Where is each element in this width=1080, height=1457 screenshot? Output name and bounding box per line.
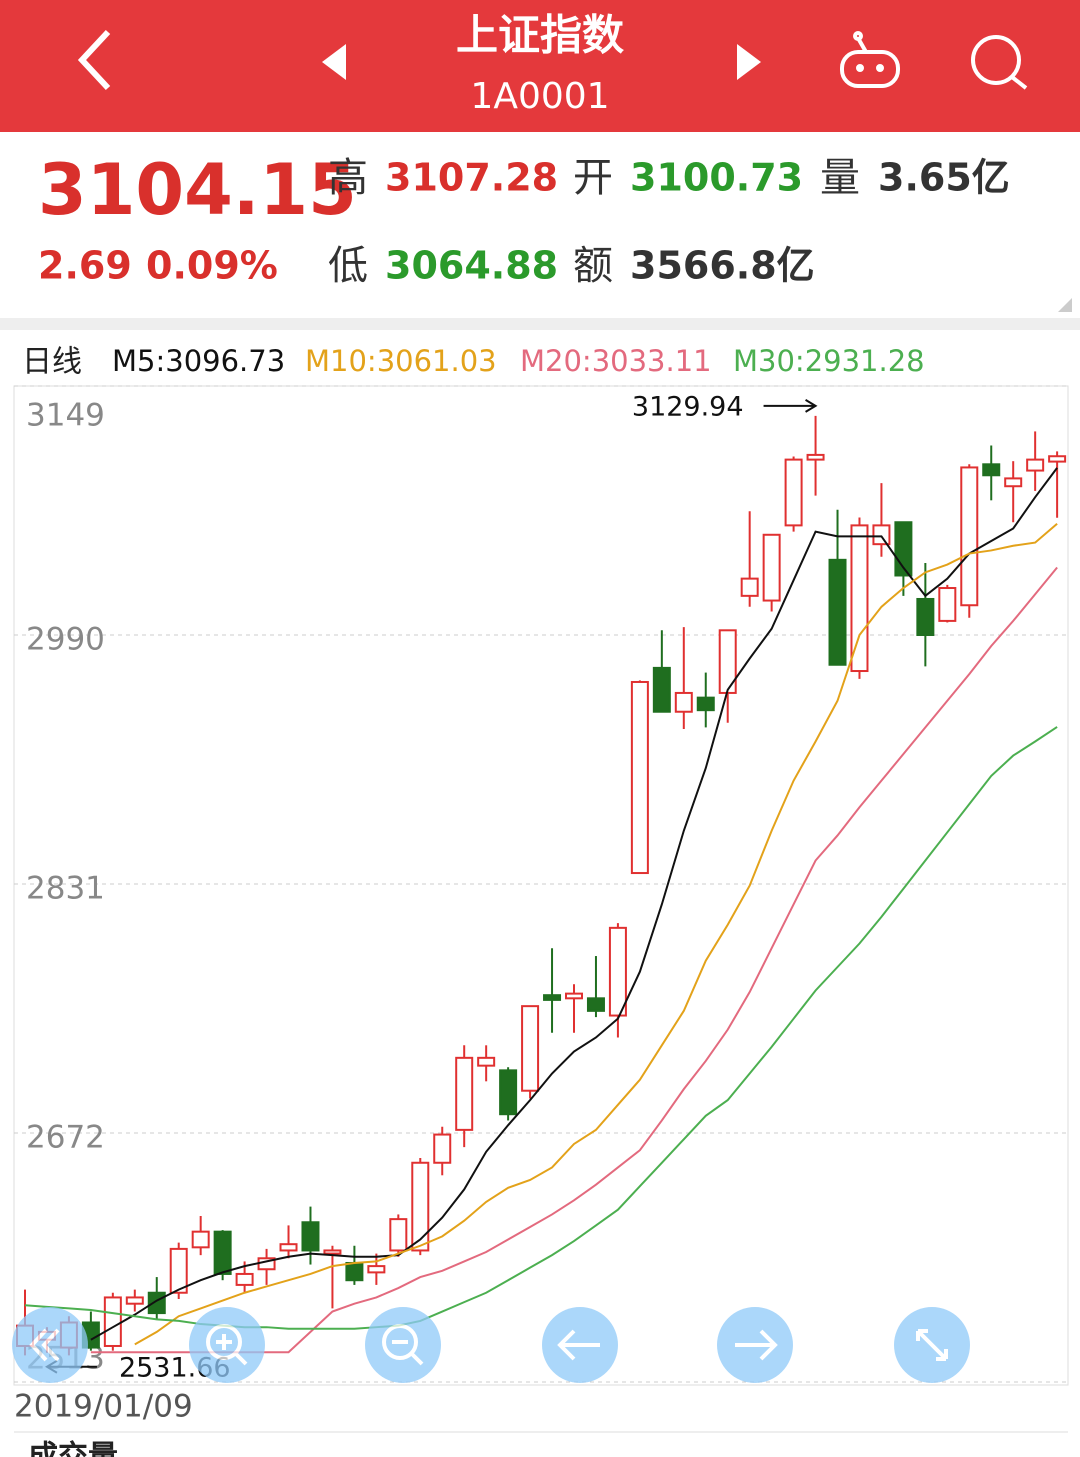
candle-body bbox=[960, 466, 979, 607]
annotation-arrow bbox=[763, 398, 818, 413]
candle-body bbox=[740, 577, 759, 597]
y-tick-label: 3149 bbox=[26, 398, 105, 434]
y-tick-label: 2672 bbox=[26, 1120, 105, 1156]
value: 3107.28 bbox=[385, 156, 558, 200]
pan-right-button[interactable] bbox=[717, 1307, 793, 1383]
candle-body bbox=[674, 691, 693, 713]
code: 1A0001 bbox=[470, 76, 609, 117]
candle-body bbox=[345, 1261, 364, 1282]
candle-body bbox=[762, 533, 781, 602]
candle-body bbox=[433, 1133, 452, 1164]
label: 高 bbox=[328, 155, 368, 201]
y-tick-label: 2831 bbox=[26, 871, 105, 907]
zoom-out-button[interactable] bbox=[365, 1307, 441, 1383]
candle-body bbox=[630, 680, 649, 875]
candle-body bbox=[784, 458, 803, 527]
period: 日线 bbox=[22, 345, 82, 380]
candle-body bbox=[125, 1296, 144, 1305]
legend-item: M5:3096.73 bbox=[112, 344, 285, 378]
candle-body bbox=[982, 463, 1001, 477]
candle-body bbox=[586, 997, 605, 1012]
candle-body bbox=[411, 1161, 430, 1252]
candle-body bbox=[455, 1056, 474, 1131]
scroll-left-button[interactable] bbox=[12, 1307, 88, 1383]
candle-body bbox=[608, 926, 627, 1017]
candle-body bbox=[235, 1272, 254, 1286]
candle-body bbox=[565, 992, 583, 1000]
candle-body bbox=[850, 524, 869, 673]
candle-body bbox=[1004, 477, 1023, 488]
price: 3104.15 bbox=[38, 149, 357, 231]
expand-corner[interactable] bbox=[1058, 298, 1072, 312]
chart-frame bbox=[13, 385, 1069, 1386]
search-button[interactable] bbox=[971, 35, 1028, 90]
legend-item: M10:3061.03 bbox=[305, 344, 497, 378]
candle-body bbox=[191, 1230, 210, 1249]
change-pct: 0.09% bbox=[146, 244, 278, 288]
robot-button[interactable] bbox=[840, 31, 900, 88]
candle-body bbox=[323, 1249, 342, 1255]
candle-body bbox=[389, 1218, 408, 1252]
candle-body bbox=[652, 666, 671, 713]
moving-average-line bbox=[90, 566, 1058, 1354]
label: 低 bbox=[328, 243, 368, 289]
candle-body bbox=[477, 1056, 496, 1067]
candle-body bbox=[806, 453, 825, 461]
prev-button[interactable] bbox=[322, 44, 346, 80]
candle-body bbox=[521, 1005, 540, 1092]
value: 3100.73 bbox=[630, 156, 803, 200]
candle-body bbox=[103, 1296, 122, 1347]
pan-left-button[interactable] bbox=[542, 1307, 618, 1383]
value: 3.65亿 bbox=[878, 156, 1010, 200]
legend-item: M30:2931.28 bbox=[733, 344, 925, 378]
value: 3064.88 bbox=[385, 244, 558, 288]
separator bbox=[0, 318, 1080, 330]
title: 上证指数 bbox=[456, 11, 624, 60]
candle-body bbox=[169, 1247, 188, 1294]
fullscreen-button[interactable] bbox=[894, 1307, 970, 1383]
candle-body bbox=[213, 1230, 232, 1275]
candle-body bbox=[499, 1069, 518, 1116]
candle-body bbox=[1048, 455, 1067, 463]
moving-average-line bbox=[134, 523, 1058, 1346]
candle-body bbox=[543, 994, 562, 1001]
candle-body bbox=[301, 1221, 320, 1252]
label: 量 bbox=[820, 155, 860, 201]
label: 开 bbox=[573, 155, 613, 201]
moving-average-line bbox=[24, 726, 1058, 1330]
next-button[interactable] bbox=[737, 44, 761, 80]
candle-body bbox=[1026, 458, 1045, 472]
y-tick-label: 2990 bbox=[26, 622, 105, 658]
top-bar bbox=[0, 0, 1080, 132]
volume-title: 成交量 bbox=[28, 1440, 118, 1457]
candle-body bbox=[147, 1291, 166, 1315]
candle-body bbox=[696, 696, 715, 712]
candle-body bbox=[916, 597, 935, 637]
candle-body bbox=[279, 1243, 298, 1252]
value: 3566.8亿 bbox=[630, 244, 815, 288]
candle-body bbox=[828, 558, 847, 666]
back-button[interactable] bbox=[77, 29, 111, 91]
moving-average-line bbox=[90, 467, 1058, 1341]
change: 2.69 bbox=[38, 244, 132, 288]
zoom-in-button[interactable] bbox=[189, 1307, 265, 1383]
annotation-label: 3129.94 bbox=[632, 391, 744, 422]
candle-body bbox=[367, 1265, 386, 1274]
candle-body bbox=[872, 524, 891, 546]
label: 额 bbox=[573, 243, 613, 289]
start-date: 2019/01/09 bbox=[14, 1389, 193, 1425]
zoom-controls bbox=[12, 1307, 970, 1383]
candle-body bbox=[938, 587, 957, 622]
legend-item: M20:3033.11 bbox=[520, 344, 712, 378]
